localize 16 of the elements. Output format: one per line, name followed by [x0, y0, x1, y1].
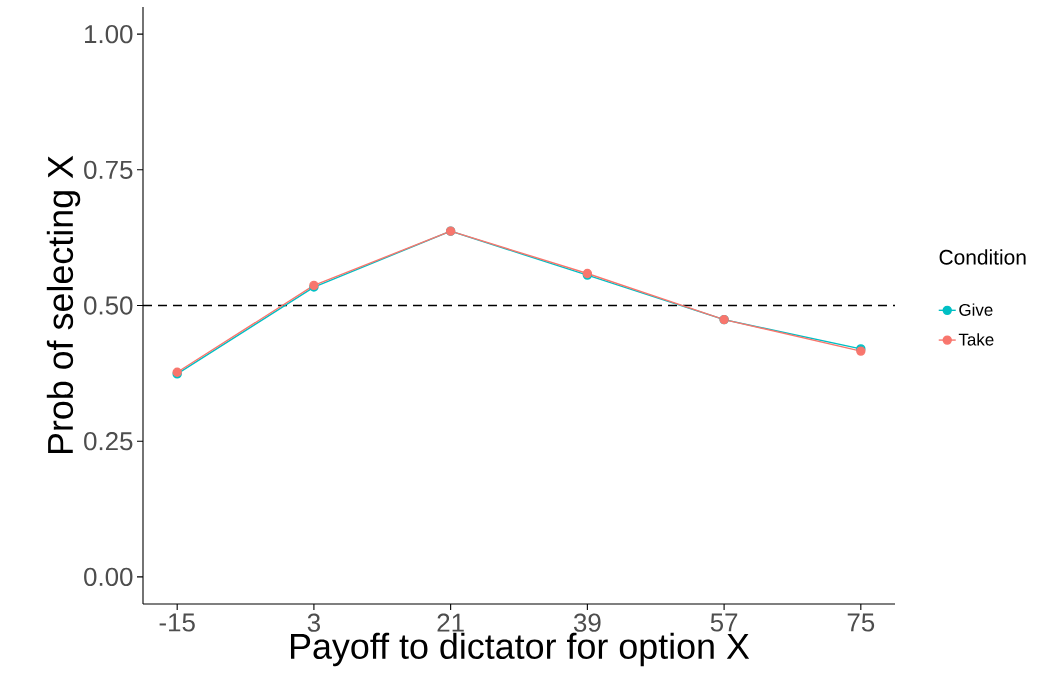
- y-tick-label: 0.25: [84, 432, 133, 451]
- x-axis-title: Payoff to dictator for option X: [291, 632, 750, 667]
- x-tick-label: 3: [307, 613, 320, 632]
- y-axis-title: Prob of selecting X: [46, 155, 81, 454]
- legend-label: Take: [958, 333, 994, 346]
- y-tick-label: 0.50: [84, 296, 133, 315]
- legend-label: Give: [959, 303, 993, 316]
- y-tick-label: 0.75: [84, 160, 133, 179]
- x-tick-label: 75: [847, 613, 875, 632]
- x-tick-label: 57: [710, 613, 738, 632]
- legend-title: Condition: [939, 249, 1026, 265]
- x-tick-label: 39: [573, 613, 601, 632]
- x-tick-label: 21: [437, 613, 464, 632]
- y-tick-label: 0.00: [84, 567, 133, 587]
- y-tick-label: 1.00: [85, 24, 133, 44]
- x-tick-label: -15: [159, 613, 195, 632]
